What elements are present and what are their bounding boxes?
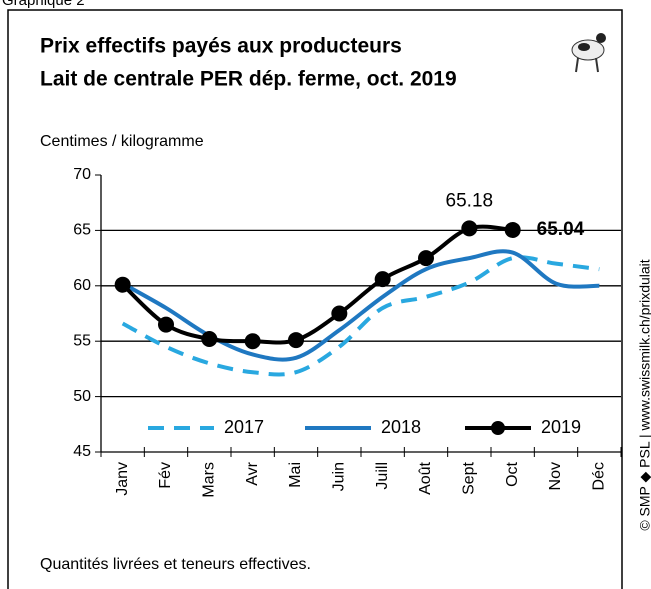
y-tick-label: 45 (73, 443, 91, 460)
data-point (288, 332, 304, 349)
data-label: 65.04 (537, 219, 585, 240)
y-tick-label: 50 (73, 388, 91, 405)
y-axis-label: Centimes / kilogramme (40, 133, 204, 150)
x-tick-label: Avr (244, 461, 261, 485)
x-tick-label: Mai (287, 462, 304, 488)
x-tick-label: Juin (331, 462, 348, 491)
data-point (201, 330, 218, 347)
legend-label: 2018 (381, 417, 421, 437)
y-tick-label: 60 (73, 277, 91, 294)
x-tick-label: Oct (504, 461, 521, 486)
x-tick-label: Août (417, 461, 434, 494)
x-tick-label: Déc (591, 462, 608, 490)
figure-label: Graphique 2 (2, 0, 85, 9)
data-point (504, 221, 521, 238)
data-point (114, 276, 131, 293)
data-point (158, 316, 174, 333)
data-point (244, 333, 261, 350)
x-tick-label: Sept (461, 461, 478, 494)
chart-subtitle: Lait de centrale PER dép. ferme, oct. 20… (40, 68, 457, 91)
x-tick-label: Fév (157, 462, 174, 489)
data-point (461, 220, 478, 237)
data-point (418, 250, 434, 267)
footnote: Quantités livrées et teneurs effectives. (40, 556, 311, 573)
legend-marker (491, 421, 505, 435)
chart-title: Prix effectifs payés aux producteurs (40, 35, 402, 58)
cow-icon (571, 33, 606, 73)
y-tick-label: 65 (73, 222, 91, 239)
data-label: 65.18 (446, 190, 494, 211)
series-line (121, 255, 600, 377)
y-tick-label: 70 (73, 166, 91, 183)
x-tick-label: Janv (114, 462, 131, 496)
x-tick-label: Nov (547, 462, 564, 490)
legend-label: 2019 (541, 417, 581, 437)
y-tick-label: 55 (73, 332, 91, 349)
frame (7, 9, 623, 589)
data-point (374, 271, 391, 288)
series-line (121, 224, 513, 345)
legend-label: 2017 (224, 417, 264, 437)
data-point (331, 305, 348, 322)
x-tick-label: Juill (374, 462, 391, 490)
x-tick-label: Mars (201, 462, 218, 498)
source: © SMP ◆ PSL | www.swissmilk.ch/prixdulai… (637, 259, 651, 530)
